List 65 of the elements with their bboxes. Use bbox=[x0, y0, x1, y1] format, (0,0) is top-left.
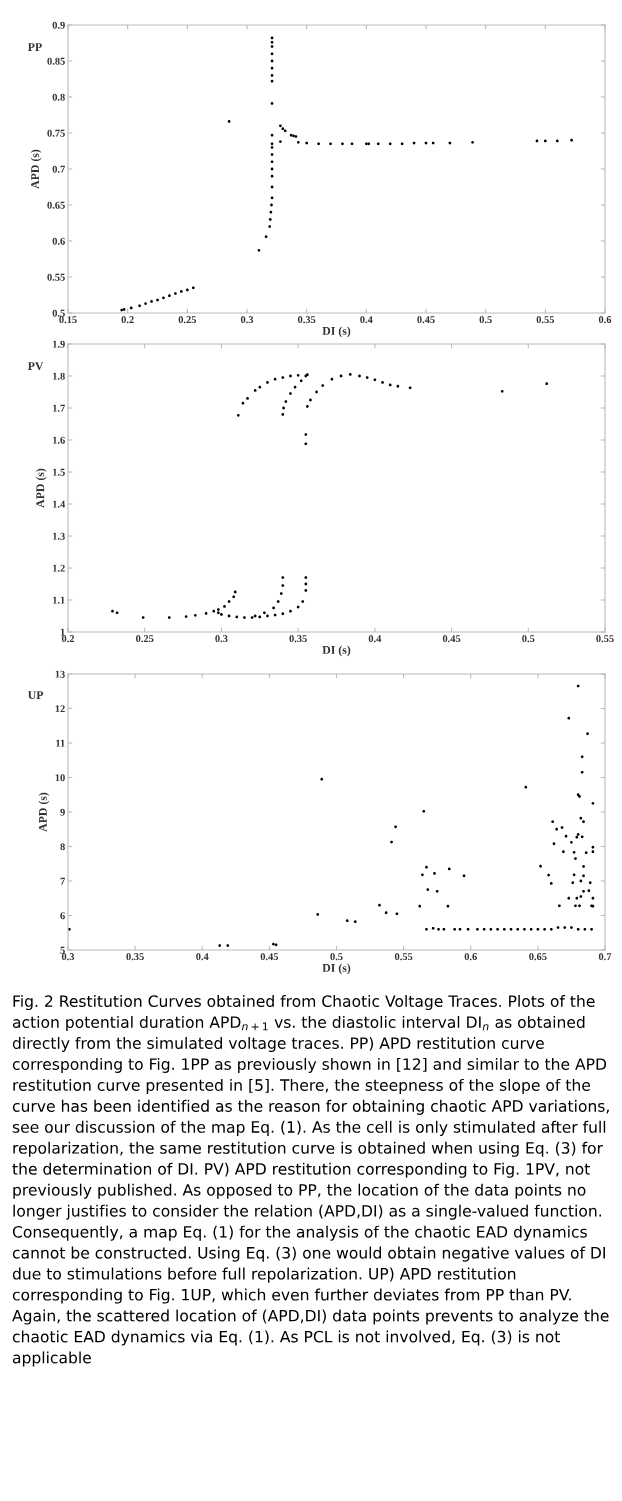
y-tick-label: 10 bbox=[55, 774, 65, 782]
y-tick-label: 0.9 bbox=[52, 21, 65, 29]
x-tick-label: 0.4 bbox=[368, 635, 382, 643]
y-tick-label: 6 bbox=[60, 912, 65, 920]
x-tick-label: 0.55 bbox=[596, 635, 614, 643]
x-axis-title: DI (s) bbox=[322, 963, 351, 975]
y-tick-label: 0.8 bbox=[52, 93, 65, 101]
y-tick-label: 7 bbox=[60, 877, 65, 885]
x-tick-label: 0.45 bbox=[417, 316, 435, 324]
y-tick-label: 1.2 bbox=[53, 564, 65, 572]
x-axis-title: DI (s) bbox=[322, 326, 351, 338]
x-tick-label: 0.5 bbox=[522, 635, 535, 643]
x-tick-label: 0.55 bbox=[536, 316, 555, 324]
x-tick-label: 0.7 bbox=[598, 953, 612, 961]
y-tick-label: 0.85 bbox=[47, 57, 65, 65]
y-tick-label: 0.6 bbox=[52, 237, 65, 245]
y-tick-label: 0.65 bbox=[47, 201, 65, 209]
x-tick-label: 0.4 bbox=[196, 953, 209, 961]
y-tick-label: 1.1 bbox=[53, 596, 65, 604]
x-tick-label: 0.45 bbox=[442, 635, 461, 643]
text: Fig. 2 Restitution Curves obtained from Chaotic Voltage Traces. Plots of the action potential duration APD$_{n+1}$ vs. the diastolic interval DI$_{n}$ as obtained directly from the simulated voltage traces. PP) APD restitution curve corresponding to Fig. 1PP as previously shown in [12] and similar to the APD restitution curve presented in [5]. There, the steepness of the slope of the curve has been identified as the reason for obtaining chaotic APD variations, see our discussion of the map Eq. (1). As the cell is only stimulated after full repolarization, the same restitution curve is obtained when using Eq. (3) for the determination of DI. PV) APD restitution corresponding to Fig. 1PV, not previously published. As opposed to PP, the location of the data points no longer justifies to consider the relation (APD,DI) as a single-valued function. Consequently, a map Eq. (1) for the analysis of the chaotic EAD dynamics cannot be constructed. Using Eq. (3) one would obtain negative values of DI due to stimulations before full repolarization. UP) APD restitution corresponding to Fig. 1UP, which even further deviates from PP than PV. Again, the scattered location of (APD,DI) data points prevents to analyze the chaotic EAD dynamics via Eq. (1). As PCL is not involved, Eq. (3) is not applicable bbox=[12, 995, 609, 1367]
x-tick-label: 0.5 bbox=[330, 953, 343, 961]
y-tick-label: 1 bbox=[60, 628, 65, 636]
y-tick-label: 13 bbox=[55, 670, 65, 678]
y-tick-label: 0.5 bbox=[52, 309, 65, 317]
y-tick-label: 11 bbox=[56, 739, 65, 747]
y-tick-label: 1.8 bbox=[53, 372, 65, 380]
x-axis-title: DI (s) bbox=[322, 645, 351, 657]
y-tick-label: 0.7 bbox=[52, 165, 65, 173]
x-tick-label: 0.2 bbox=[61, 635, 75, 643]
y-tick-label: 1.3 bbox=[53, 532, 65, 540]
x-tick-label: 0.55 bbox=[394, 953, 413, 961]
x-tick-label: 0.6 bbox=[598, 316, 612, 324]
x-tick-label: 0.6 bbox=[464, 953, 477, 961]
x-tick-label: 0.4 bbox=[360, 316, 373, 324]
x-tick-label: 0.65 bbox=[529, 953, 547, 961]
text: PV bbox=[27, 362, 44, 371]
y-axis-title: APD (s) bbox=[35, 468, 47, 508]
x-tick-label: 0.3 bbox=[215, 635, 228, 643]
y-tick-label: 0.75 bbox=[47, 129, 65, 137]
y-tick-label: 8 bbox=[60, 843, 65, 851]
x-tick-label: 0.25 bbox=[178, 316, 197, 324]
x-tick-label: 0.35 bbox=[289, 635, 307, 643]
y-axis-title: APD (s) bbox=[38, 792, 50, 832]
y-tick-label: 1.7 bbox=[53, 404, 65, 412]
x-tick-label: 0.3 bbox=[61, 953, 75, 961]
y-tick-label: 1.6 bbox=[53, 436, 65, 444]
y-axis-title: APD (s) bbox=[30, 149, 42, 189]
y-tick-label: 5 bbox=[60, 946, 65, 954]
y-tick-label: 9 bbox=[60, 808, 65, 816]
x-tick-label: 0.35 bbox=[297, 316, 316, 324]
y-tick-label: 1.4 bbox=[53, 500, 66, 508]
x-tick-label: 0.5 bbox=[479, 316, 492, 324]
y-tick-label: 0.55 bbox=[47, 273, 65, 281]
y-tick-label: 1.9 bbox=[53, 340, 65, 348]
x-tick-label: 0.25 bbox=[136, 635, 154, 643]
x-tick-label: 0.35 bbox=[126, 953, 144, 961]
y-tick-label: 12 bbox=[55, 705, 65, 713]
x-tick-label: 0.3 bbox=[240, 316, 254, 324]
text: UP bbox=[28, 691, 44, 700]
text: PP bbox=[27, 43, 42, 51]
y-tick-label: 1.5 bbox=[53, 468, 65, 476]
x-tick-label: 0.2 bbox=[121, 316, 134, 324]
x-tick-label: 0.15 bbox=[59, 316, 77, 324]
x-tick-label: 0.45 bbox=[260, 953, 279, 961]
